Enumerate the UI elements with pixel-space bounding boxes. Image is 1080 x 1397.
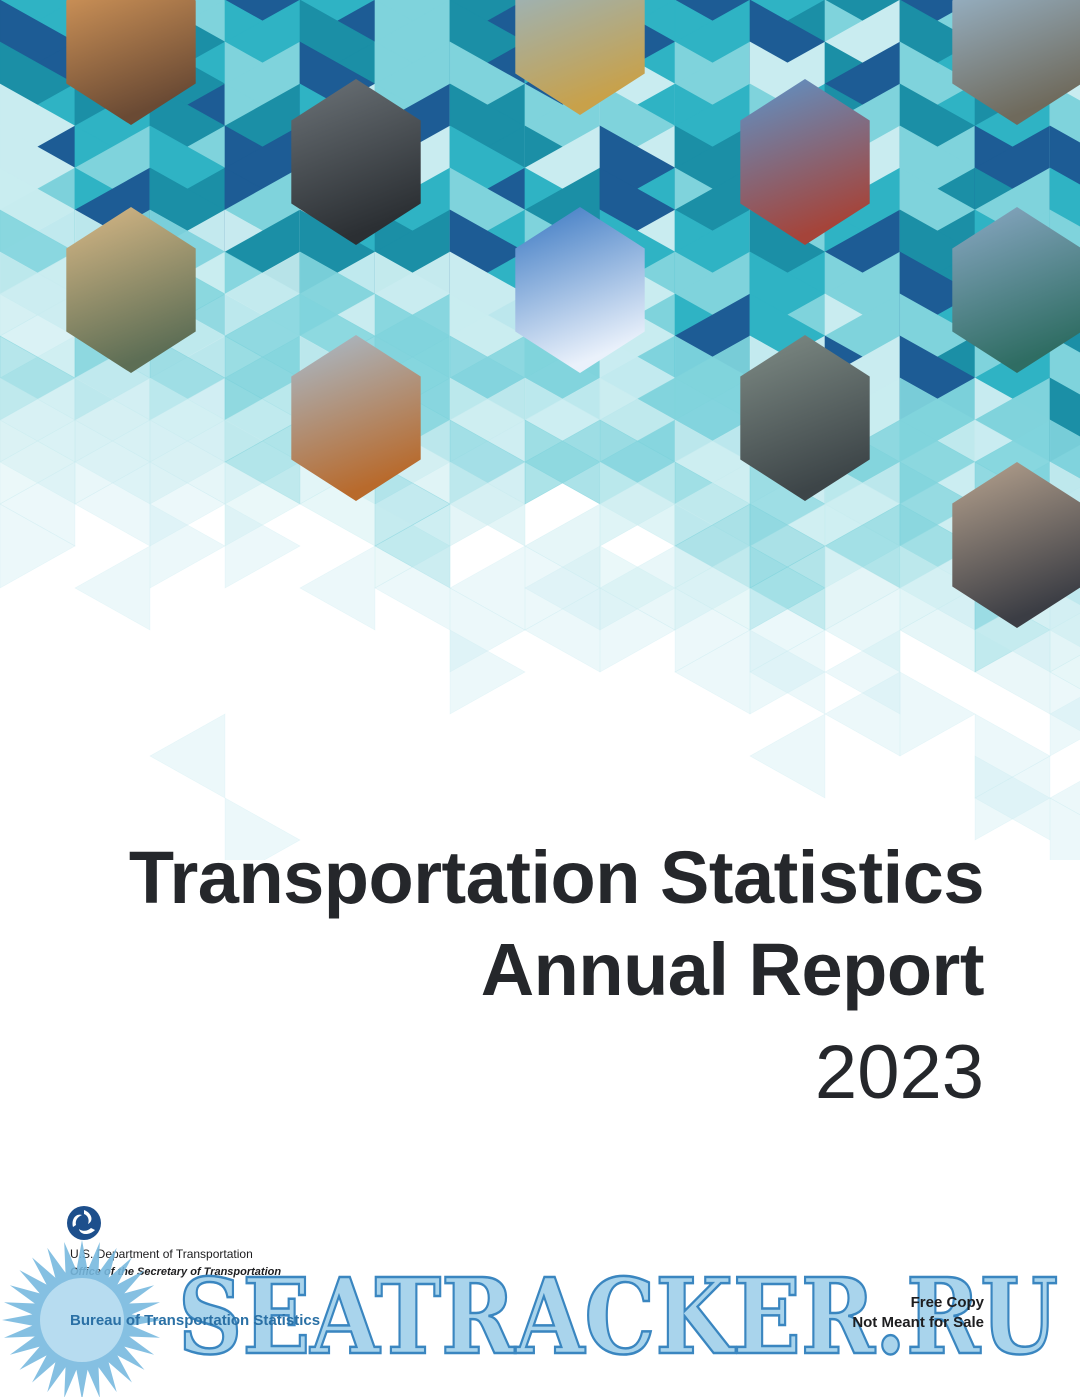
not-for-sale-notice: Not Meant for Sale: [852, 1314, 984, 1331]
freight-train-photo: [291, 335, 421, 501]
report-title-line-1: Transportation Statistics: [128, 836, 985, 919]
photo-hexagons: [66, 0, 1080, 628]
watermark-overlay: SEATRACKER.RU: [2, 1240, 1059, 1397]
pipeline-photo: [952, 0, 1080, 125]
cover-mosaic: [0, 0, 1080, 860]
watermark-sun-icon: [2, 1240, 162, 1397]
pedestrians-crosswalk-photo: [740, 335, 870, 501]
report-title-line-2: Annual Report: [480, 928, 985, 1011]
students-walking-photo: [66, 0, 196, 125]
bureau-name: Bureau of Transportation Statistics: [70, 1312, 321, 1329]
freight-truck-photo: [66, 207, 196, 373]
report-year: 2023: [814, 1030, 984, 1115]
watermark-text: SEATRACKER.RU: [178, 1255, 1058, 1378]
free-copy-notice: Free Copy: [910, 1294, 984, 1311]
steel-bridge-photo: [952, 207, 1080, 373]
container-ship-photo: [740, 79, 870, 245]
triangle-pattern: [0, 0, 1080, 860]
cyclist-photo: [952, 462, 1080, 628]
dot-triskelion-logo-icon: [67, 1206, 101, 1240]
ev-charging-photo: [291, 79, 421, 245]
airplane-photo: [515, 207, 645, 373]
city-bus-photo: [515, 0, 645, 115]
